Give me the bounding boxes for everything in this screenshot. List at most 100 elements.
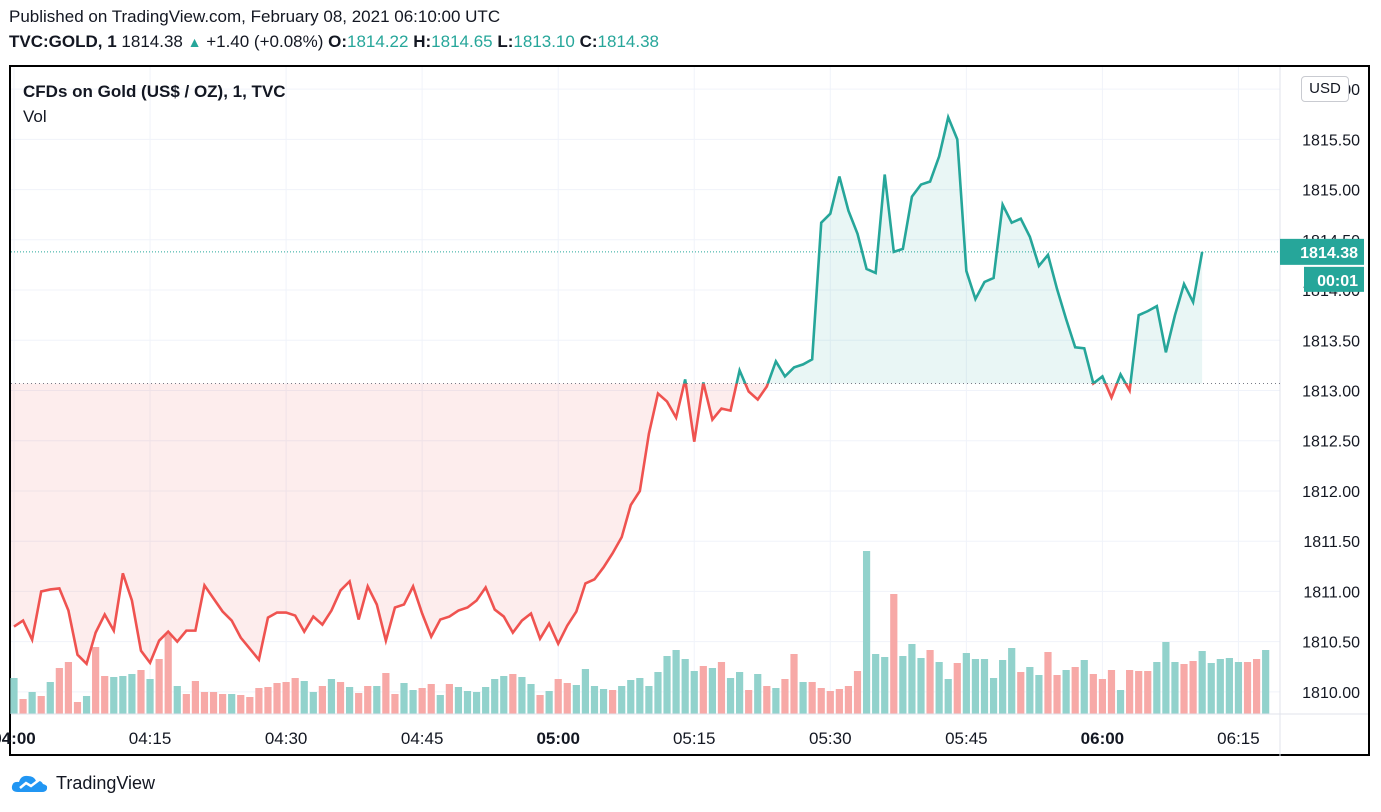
volume-bar xyxy=(164,634,172,714)
low-label: L: xyxy=(497,32,514,51)
volume-bar xyxy=(745,690,753,714)
volume-bar xyxy=(500,676,508,714)
volume-bar xyxy=(944,679,952,714)
volume-bar xyxy=(409,690,417,714)
volume-bar xyxy=(55,668,63,714)
volume-bar xyxy=(1207,663,1215,714)
volume-bar xyxy=(1062,670,1070,714)
volume-bar xyxy=(754,674,762,714)
volume-bar xyxy=(491,679,499,714)
volume-bar xyxy=(1162,642,1170,714)
price-line-up xyxy=(682,112,1204,384)
volume-bar xyxy=(1126,670,1134,714)
volume-bar xyxy=(427,684,435,714)
volume-bar xyxy=(1252,659,1261,714)
volume-bar xyxy=(808,682,816,714)
y-tick-label: 1815.00 xyxy=(1302,183,1360,200)
last-price: 1814.38 xyxy=(121,32,183,51)
volume-bar xyxy=(1116,690,1125,714)
price-tags: 1814.38 00:01 xyxy=(1280,238,1364,292)
volume-bar xyxy=(345,687,354,714)
x-tick-label: 05:30 xyxy=(809,729,852,748)
volume-legend[interactable]: Vol xyxy=(23,107,47,126)
volume-bar xyxy=(101,676,109,714)
volume-bars xyxy=(10,551,1270,714)
volume-bar xyxy=(763,686,771,714)
volume-bar xyxy=(554,679,562,714)
ohlc-legend: TVC:GOLD, 1 1814.38 ▲ +1.40 (+0.08%) O:1… xyxy=(9,32,659,52)
x-tick-label: 05:15 xyxy=(673,729,716,748)
volume-bar xyxy=(482,687,490,714)
published-caption: Published on TradingView.com, February 0… xyxy=(9,7,501,26)
chart-legend-title: CFDs on Gold (US$ / OZ), 1, TVC xyxy=(23,82,286,101)
volume-bar xyxy=(1234,662,1243,714)
volume-bar xyxy=(146,679,154,714)
volume-bar xyxy=(881,657,889,714)
volume-bar xyxy=(817,688,825,714)
price-line-down xyxy=(13,383,1132,667)
volume-bar xyxy=(1107,670,1116,714)
y-tick-label: 1813.50 xyxy=(1302,333,1360,350)
y-tick-label: 1813.00 xyxy=(1302,384,1360,401)
volume-bar xyxy=(971,659,980,714)
volume-bar xyxy=(228,694,236,714)
volume-bar xyxy=(46,682,54,714)
open-value: 1814.22 xyxy=(347,32,409,51)
tradingview-footer[interactable]: TradingView xyxy=(10,772,155,794)
volume-bar xyxy=(436,695,444,714)
x-tick-label: 04:00 xyxy=(0,729,36,748)
volume-bar xyxy=(627,680,635,714)
volume-bar xyxy=(899,656,907,714)
volume-bar xyxy=(19,699,27,714)
volume-bar xyxy=(699,666,707,714)
volume-bar xyxy=(28,692,36,714)
area-above-baseline xyxy=(14,117,1203,384)
axes: 1810.00 1810.50 1811.00 1811.50 1812.00 1812.… xyxy=(0,67,1368,756)
x-tick-label: 05:45 xyxy=(945,729,988,748)
volume-bar xyxy=(663,656,671,714)
volume-bar xyxy=(273,683,281,714)
up-triangle-icon: ▲ xyxy=(187,34,202,50)
volume-bar xyxy=(1080,660,1088,714)
volume-bar xyxy=(690,671,698,714)
volume-bar xyxy=(1262,650,1270,714)
open-label: O: xyxy=(328,32,348,51)
high-label: H: xyxy=(413,32,432,51)
volume-bar xyxy=(418,688,426,714)
volume-bar xyxy=(445,684,453,714)
volume-bar xyxy=(364,686,372,714)
volume-bar xyxy=(1216,659,1224,714)
area-below-baseline xyxy=(14,383,1131,664)
brand-name: TradingView xyxy=(56,772,156,793)
volume-bar xyxy=(400,683,408,714)
volume-bar xyxy=(300,681,308,714)
volume-bar xyxy=(155,659,163,714)
volume-bar xyxy=(1026,667,1034,714)
countdown-tag xyxy=(1304,266,1364,292)
low-value: 1813.10 xyxy=(513,32,575,51)
y-tick-label: 1812.50 xyxy=(1302,434,1360,451)
volume-bar xyxy=(1035,675,1043,714)
volume-bar xyxy=(853,671,862,714)
volume-bar xyxy=(264,687,272,714)
close-label: C: xyxy=(579,32,598,51)
x-tick-label: 06:15 xyxy=(1217,729,1260,748)
high-value: 1814.65 xyxy=(431,32,493,51)
volume-bar xyxy=(92,647,100,714)
volume-bar xyxy=(980,659,989,714)
volume-bar xyxy=(1180,664,1188,714)
volume-bar xyxy=(291,678,299,714)
volume-bar xyxy=(872,654,880,714)
volume-bar xyxy=(110,677,118,714)
volume-bar xyxy=(128,674,136,714)
volume-bar xyxy=(790,654,798,714)
y-tick-label: 1815.50 xyxy=(1302,132,1360,149)
currency-button[interactable]: USD xyxy=(1301,76,1349,102)
last-price-tag xyxy=(1280,238,1364,265)
volume-bar xyxy=(654,672,662,714)
volume-bar xyxy=(772,688,780,714)
volume-bar xyxy=(173,686,181,714)
volume-bar xyxy=(717,662,726,714)
countdown-tag-text: 00:01 xyxy=(1317,273,1358,290)
